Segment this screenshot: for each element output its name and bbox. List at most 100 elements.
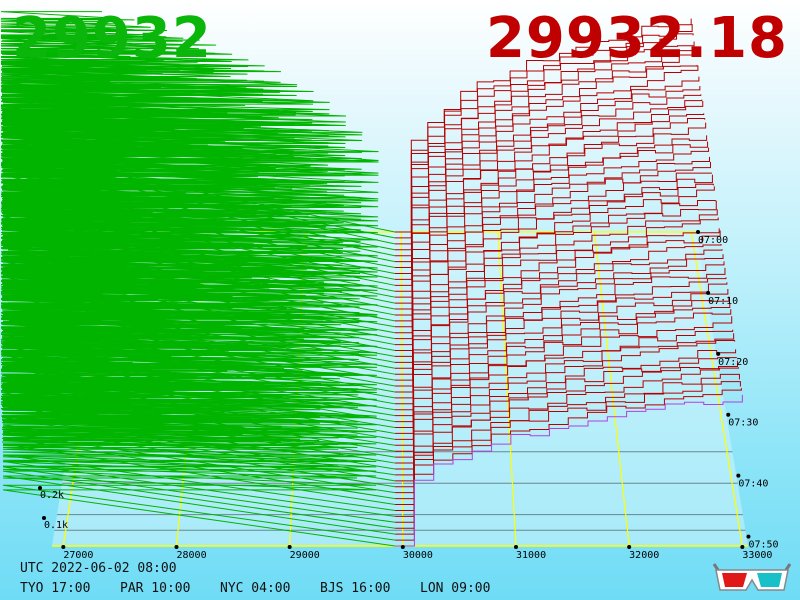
ask-depth-line <box>394 141 709 334</box>
ask-depth-line <box>394 209 718 393</box>
time-tick-mark <box>716 351 721 356</box>
bid-depth-line <box>0 368 396 529</box>
bid-depth-line <box>0 140 396 340</box>
bid-depth-line <box>0 354 396 517</box>
ask-depth-line <box>394 101 704 304</box>
ask-depth-line <box>395 329 734 488</box>
bid-depth-line <box>0 220 396 405</box>
ask-depth-line <box>394 54 697 263</box>
bid-depth-line <box>0 128 396 328</box>
z-tick-label: 0.2k <box>40 490 64 501</box>
bid-depth-line <box>0 270 396 446</box>
time-tick-mark <box>746 534 751 539</box>
ask-depth-line <box>395 388 742 541</box>
ask-depth-line <box>395 309 732 476</box>
ask-depth-line <box>395 367 739 523</box>
ask-depth-line <box>394 183 714 369</box>
bid-depth-line <box>0 117 396 322</box>
depth-axes: 27000 28000 29000 30000 31000 32000 33000 0.2k 0… <box>38 230 779 561</box>
z-tick-mark <box>42 516 46 520</box>
ask-depth-line <box>394 118 706 316</box>
bid-depth-line <box>0 50 395 263</box>
tz-nyc: NYC 04:00 <box>220 581 291 596</box>
bid-depth-line <box>0 213 396 399</box>
ask-depth-line <box>394 76 700 280</box>
bid-depth-line <box>0 287 396 458</box>
bid-depth-line <box>0 224 396 411</box>
ask-depth-line <box>394 200 716 381</box>
bid-depth-line <box>0 25 395 245</box>
bid-depth-line <box>0 37 395 257</box>
x-tick-mark <box>61 545 66 549</box>
bid-depth-line <box>0 147 396 346</box>
ask-depth-line <box>394 86 701 286</box>
bid-depth-line <box>0 243 396 423</box>
ask-depth-line <box>395 254 724 429</box>
bid-depth-line <box>0 318 396 488</box>
bid-depth-line <box>0 100 396 304</box>
ask-depth-line <box>394 99 703 298</box>
bid-depth-line <box>0 35 395 251</box>
ask-depth-line <box>395 228 720 405</box>
ask-depth-line <box>395 340 736 500</box>
ask-depth-line <box>394 172 712 357</box>
depth-lines <box>0 11 743 547</box>
bid-depth-line <box>0 263 396 440</box>
bid-depth-line <box>0 361 396 523</box>
grid-price-line <box>497 231 517 547</box>
ask-depth-line <box>394 65 698 269</box>
ask-depth-line <box>394 186 715 375</box>
time-tick-label: 07:20 <box>718 357 748 368</box>
grid-price-line <box>690 231 743 547</box>
bid-depth-line <box>0 160 396 357</box>
ask-depth-line <box>394 135 708 328</box>
ask-depth-line <box>395 303 731 470</box>
ask-depth-line <box>395 296 730 464</box>
ask-depth-line <box>394 161 711 351</box>
ask-depth-line <box>394 217 719 399</box>
bid-depth-line <box>0 69 395 280</box>
ask-depth-line <box>394 46 696 257</box>
x-tick-label: 27000 <box>63 550 93 561</box>
bid-depth-line <box>0 114 396 316</box>
ask-depth-line <box>395 357 738 511</box>
ask-depth-line <box>395 244 722 417</box>
ask-depth-line <box>394 65 699 274</box>
bid-depth-line <box>0 11 395 233</box>
bid-depth-line <box>0 200 396 387</box>
bid-price: 29932 <box>12 6 212 71</box>
bid-depth-line <box>0 350 396 511</box>
bid-depth-line <box>0 175 396 369</box>
z-tick-label: 0.1k <box>44 520 68 531</box>
3d-glasses-icon[interactable] <box>712 560 792 596</box>
tz-bjs: BJS 16:00 <box>320 581 391 596</box>
bid-depth-line <box>0 255 396 434</box>
grid-price-line <box>400 231 404 547</box>
bid-depth-line <box>0 302 396 470</box>
bid-depth-line <box>0 236 396 417</box>
bid-depth-line <box>0 186 396 375</box>
ask-depth-line <box>394 24 693 239</box>
bid-depth-line <box>0 249 396 429</box>
tz-par: PAR 10:00 <box>120 581 191 596</box>
time-tick-label: 07:00 <box>698 235 728 246</box>
ask-depth-line <box>395 288 729 458</box>
ask-depth-line <box>395 249 723 423</box>
ask-depth-line <box>395 267 726 440</box>
ask-depth-line <box>394 33 694 245</box>
time-tick-mark <box>736 473 741 478</box>
bid-depth-line <box>0 307 396 476</box>
ask-depth-line <box>395 230 721 411</box>
bid-depth-line <box>0 204 396 393</box>
time-tick-label: 07:40 <box>738 479 768 490</box>
bid-depth-line <box>0 292 396 464</box>
bid-depth-line <box>0 189 396 381</box>
bid-depth-line <box>0 73 395 286</box>
bid-depth-line <box>0 381 396 535</box>
bid-depth-line <box>0 61 395 274</box>
bid-depth-line <box>0 152 396 351</box>
x-tick-label: 31000 <box>516 550 546 561</box>
ask-depth-line <box>395 373 740 529</box>
time-tick-label: 07:30 <box>728 418 758 429</box>
tz-tyo: TYO 17:00 <box>20 581 91 596</box>
